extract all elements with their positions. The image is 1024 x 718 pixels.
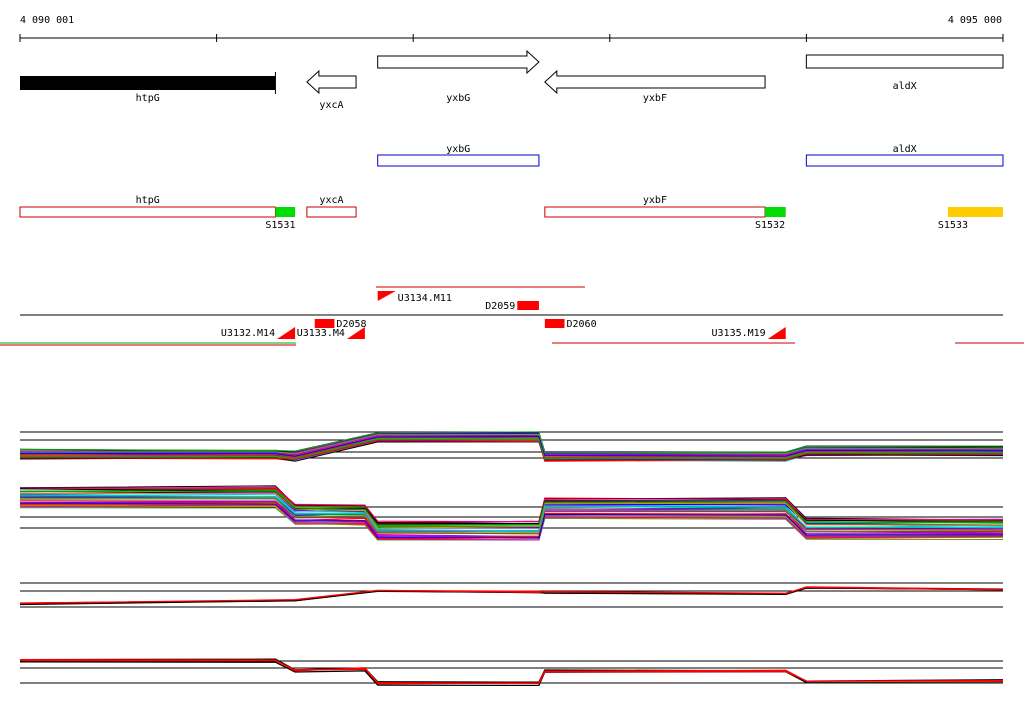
downshift-label: D2060 [566,319,596,330]
expression-profile-line [20,490,1004,526]
expression-profile-line [19,487,1004,525]
downshift-D2058 [314,319,335,328]
downshift-label: D2059 [485,301,515,312]
downshift-label: D2058 [336,319,366,330]
expression-profile-line [19,586,1004,604]
transcript-label: U3135.M19 [712,328,766,339]
expression-profiles-track [19,431,1004,687]
gene-yxbG-arrow [377,49,540,75]
expression-profile-line [19,502,1004,539]
predicted-gene-label-yxbG: yxbG [446,144,470,155]
coordinate-ruler: 4 090 001 4 095 000 [19,15,1004,42]
sigma-site-S1533 [947,207,1003,217]
expression-profile-line [19,431,1004,454]
gene-label-yxbF: yxbF [643,93,667,104]
downshift-D2059 [517,301,539,310]
predicted-genes-track: yxbG aldX [377,144,1004,167]
sigma-site-S1532 [765,207,786,217]
gene-label-htpG: htpG [136,93,160,104]
expression-profile-line [19,504,1004,541]
expression-profile-line [19,586,1004,604]
operon-label-yxcA: yxcA [319,195,343,206]
operons-track: htpG yxcA yxbF S1531 S1532 S1533 [19,195,1003,231]
gene-yxcA-arrow [306,69,357,95]
transcript-start-marker [377,291,396,301]
operon-htpG [19,206,276,218]
expression-profile-line [19,494,1004,533]
operon-label-htpG: htpG [136,195,160,206]
annotated-genes-track: htpG yxcA yxbG yxbF aldX [20,49,1004,111]
transcript-end-marker [346,327,365,339]
gene-yxbF-arrow [544,69,766,95]
expression-panel-3 [19,582,1004,608]
transcript-end-marker [767,327,786,339]
predicted-gene-aldX [805,154,1004,167]
ruler-start-label: 4 090 001 [20,15,74,26]
operon-yxbF [544,206,766,218]
sigma-label-S1531: S1531 [265,220,295,231]
expression-panel-4 [19,658,1004,687]
gene-label-yxbG: yxbG [446,93,470,104]
downshift-D2060 [544,319,565,328]
gene-htpG [20,76,276,90]
sigma-site-S1531 [275,207,296,217]
expression-profile-line [19,659,1004,685]
transcript-label: U3133.M4 [297,328,345,339]
expression-profile-line [19,436,1004,457]
transcript-end-marker [277,327,296,339]
operon-label-yxbF: yxbF [643,195,667,206]
operon-yxcA [306,206,357,218]
predicted-gene-yxbG [377,154,540,167]
expression-profile-line [19,587,1004,606]
predicted-gene-label-aldX: aldX [893,144,917,155]
expression-profile-line [19,661,1004,687]
sigma-label-S1532: S1532 [755,220,785,231]
transcription-units-track: U3132.M14 U3133.M4 U3134.M11 U3135.M19 D2058… [0,286,1024,346]
transcript-label: U3132.M14 [221,328,275,339]
expression-panel-1 [19,431,1004,462]
transcript-label: U3134.M11 [398,293,452,304]
ruler-end-label: 4 095 000 [948,15,1002,26]
ruler-ticks [19,34,1004,42]
gene-label-yxcA: yxcA [319,100,343,111]
gene-aldX [805,54,1004,69]
sigma-label-S1533: S1533 [938,220,968,231]
expression-profile-line [19,433,1004,455]
gene-label-aldX: aldX [893,81,917,92]
expression-profile-line [19,438,1004,460]
expression-profile-line [19,497,1004,533]
expression-profile-line [19,486,1004,523]
expression-panel-2 [19,485,1004,541]
expression-profile-line [19,492,1003,529]
